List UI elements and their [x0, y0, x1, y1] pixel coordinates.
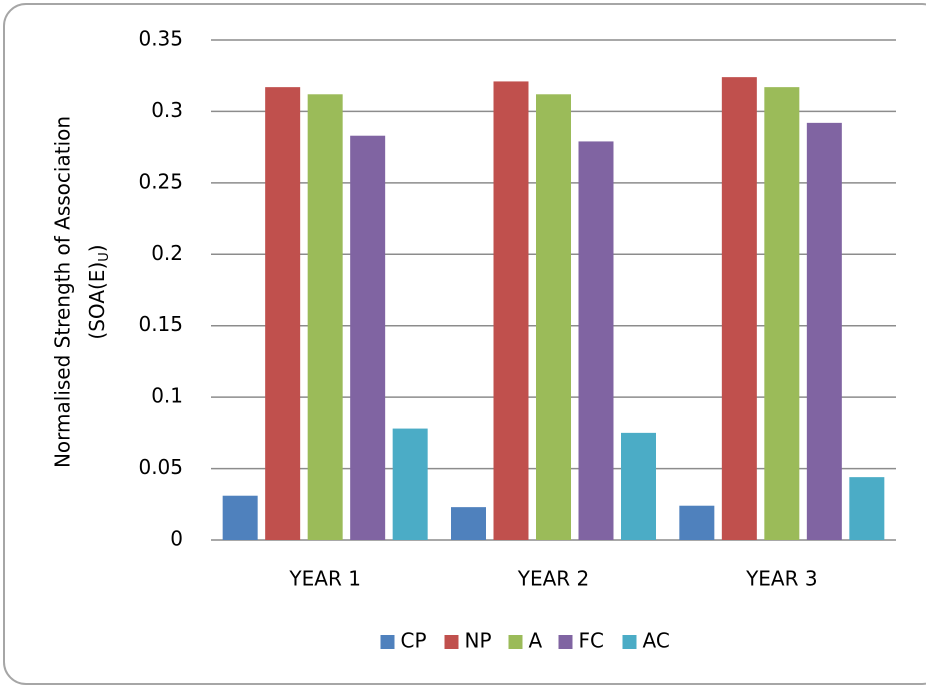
legend-swatch	[508, 635, 523, 649]
y-tick-label: 0.2	[151, 241, 183, 265]
x-tick-label: YEAR 1	[288, 567, 361, 591]
y-tick-label: 0.05	[138, 455, 183, 479]
legend-label: NP	[465, 629, 492, 653]
legend-label: AC	[643, 629, 670, 653]
bar	[307, 94, 343, 541]
y-axis-label-2: (SOA(E)U)	[85, 244, 112, 339]
bar	[578, 141, 614, 540]
bar	[679, 505, 715, 540]
legend-swatch	[380, 635, 395, 649]
y-tick-label: 0.35	[138, 27, 183, 51]
bar	[806, 122, 842, 540]
legend-label: FC	[579, 629, 604, 653]
y-axis-label-2-sub: U	[97, 252, 112, 262]
bar	[536, 94, 571, 541]
y-tick-label: 0.3	[151, 98, 183, 122]
y-tick-label: 0.25	[138, 169, 183, 193]
legend-swatch	[558, 635, 573, 649]
bar	[392, 428, 428, 540]
bar	[493, 81, 529, 540]
bar	[764, 87, 800, 541]
y-axis-label-2-end: )	[85, 244, 109, 252]
y-axis-label-2-main: (SOA(E)	[85, 262, 109, 340]
bar	[350, 135, 386, 540]
legend-swatch	[444, 635, 459, 649]
bar	[222, 495, 258, 540]
legend-swatch	[622, 635, 637, 649]
bar	[849, 477, 885, 540]
legend-label: CP	[401, 629, 427, 653]
bar	[621, 432, 656, 540]
x-tick-label: YEAR 3	[745, 567, 818, 591]
bar	[451, 507, 486, 540]
x-tick-label: YEAR 2	[517, 567, 590, 591]
y-tick-label: 0.1	[151, 384, 183, 408]
y-axis-label: Normalised Strength of Association	[51, 116, 75, 468]
y-tick-label: 0	[170, 527, 183, 551]
bar	[265, 87, 301, 541]
y-tick-label: 0.15	[138, 312, 183, 336]
bar	[721, 77, 757, 541]
legend-label: A	[529, 629, 543, 653]
